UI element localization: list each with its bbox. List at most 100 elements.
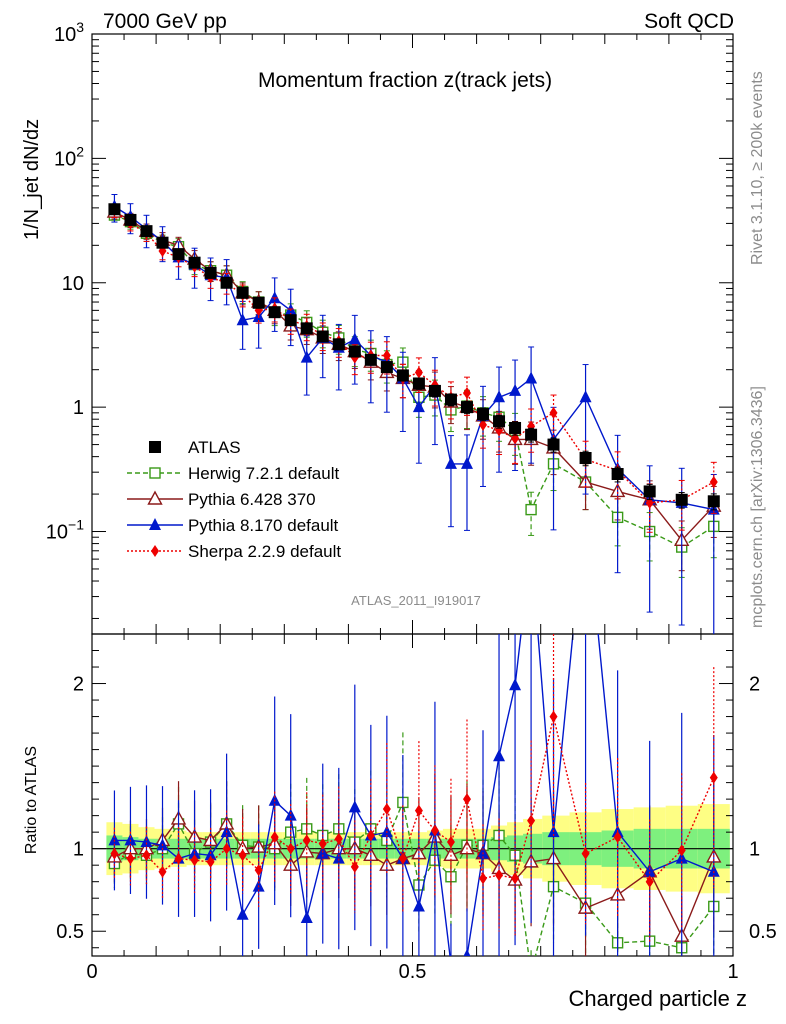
ratio-y-tick-label: 1 <box>73 839 84 861</box>
ratio-point-sherpa <box>302 834 311 847</box>
ratio-point-sherpa <box>479 872 488 885</box>
point-data <box>611 468 624 481</box>
x-tick-label: 0 <box>86 961 97 983</box>
point-data <box>380 361 393 374</box>
point-data <box>579 452 592 465</box>
y-tick-label: 102 <box>54 143 84 170</box>
point-pythia8 <box>348 332 361 345</box>
point-pythia8 <box>493 390 506 403</box>
ratio-point-pythia8 <box>643 864 656 877</box>
ratio-point-pythia8 <box>509 678 522 691</box>
point-data <box>172 248 185 261</box>
ratio-point-pythia8 <box>284 808 297 821</box>
ratio-point-sherpa <box>398 852 407 865</box>
point-pythia8 <box>412 400 425 413</box>
ratio-point-pythia8 <box>412 899 425 912</box>
ratio-point-sherpa <box>334 832 343 845</box>
legend-entry-pythia8: Pythia 8.170 default <box>127 516 339 535</box>
ratio-point-sherpa <box>511 872 520 885</box>
x-tick-label: 0.5 <box>399 961 427 983</box>
point-data <box>643 485 656 498</box>
y-tick-label: 10−1 <box>46 517 84 544</box>
point-data <box>525 428 538 441</box>
point-sherpa <box>414 366 423 379</box>
legend-label-pythia6: Pythia 6.428 370 <box>188 490 316 509</box>
point-pythia8 <box>460 456 473 469</box>
main-series <box>106 193 722 634</box>
ratio-point-pythia8 <box>236 907 249 920</box>
ratio-point-pythia8 <box>140 835 153 848</box>
ratio-point-sherpa <box>142 849 151 862</box>
ratio-point-sherpa <box>382 803 391 816</box>
ratio-point-sherpa <box>110 847 119 860</box>
series-sherpa <box>110 204 718 533</box>
ratio-frame <box>91 633 734 957</box>
legend-label-sherpa: Sherpa 2.2.9 default <box>188 542 341 561</box>
x-axis-label: Charged particle z <box>568 986 747 1011</box>
ratio-point-sherpa <box>366 829 375 842</box>
legend-marker-herwig <box>149 467 161 479</box>
y-tick-label: 10 <box>62 273 84 295</box>
ratio-point-sherpa <box>174 852 183 865</box>
series-layer <box>106 193 722 969</box>
ratio-point-sherpa <box>206 855 215 868</box>
ratio-point-pythia8 <box>348 800 361 813</box>
ratio-point-sherpa <box>158 865 167 878</box>
ratio-point-sherpa <box>549 710 558 723</box>
point-data <box>220 276 233 289</box>
point-data <box>493 415 506 428</box>
ratio-y-axis-label: Ratio to ATLAS <box>23 746 40 854</box>
ratio-point-sherpa <box>677 844 686 857</box>
legend-label-pythia8: Pythia 8.170 default <box>188 516 339 535</box>
legend-entry-sherpa: Sherpa 2.2.9 default <box>127 542 341 561</box>
point-data <box>412 377 425 390</box>
plot-title: Momentum fraction z(track jets) <box>258 69 552 92</box>
ratio-point-sherpa <box>581 847 590 860</box>
ratio-point-sherpa <box>190 854 199 867</box>
point-data <box>460 401 473 414</box>
main-panel: Momentum fraction z(track jets) ATLAS_20… <box>21 33 734 635</box>
ratio-point-pythia8 <box>445 957 457 969</box>
ratio-y-tick-label: 2 <box>73 674 84 696</box>
x-tick-label: 1 <box>727 961 738 983</box>
point-sherpa <box>709 476 718 489</box>
ratio-point-sherpa <box>238 849 247 862</box>
ratio-point-pythia8 <box>300 911 313 924</box>
legend-label-herwig: Herwig 7.2.1 default <box>188 464 339 483</box>
header-right: Soft QCD <box>644 10 734 33</box>
ratio-point-sherpa <box>709 771 718 784</box>
y-tick-label: 1 <box>73 397 84 419</box>
point-pythia8 <box>579 390 592 403</box>
mcplots-label: mcplots.cern.ch [arXiv:1306.3436] <box>749 386 766 628</box>
ratio-point-sherpa <box>350 860 359 873</box>
point-pythia8 <box>300 350 313 363</box>
point-pythia8 <box>268 291 281 304</box>
ratio-point-pythia8 <box>204 848 217 861</box>
point-data <box>477 408 490 421</box>
point-pythia8 <box>525 371 538 384</box>
header-left: 7000 GeV pp <box>103 10 227 33</box>
y-tick-label: 103 <box>54 19 84 46</box>
ratio-point-sherpa <box>613 831 622 844</box>
series-data <box>108 203 720 511</box>
ratio-point-pythia8 <box>108 833 121 846</box>
ratio-point-sherpa <box>222 842 231 855</box>
ratio-y-tick-label: 0.5 <box>56 921 84 943</box>
point-pythia8 <box>509 383 522 396</box>
point-data <box>428 384 441 397</box>
point-data <box>252 296 265 309</box>
ratio-point-pythia8 <box>463 949 471 956</box>
ratio-point-sherpa <box>126 852 135 865</box>
point-data <box>108 203 121 216</box>
point-data <box>396 369 409 382</box>
point-pythia8 <box>444 456 457 469</box>
point-sherpa <box>462 386 471 399</box>
ratio-y-tick-label-right: 2 <box>749 674 760 696</box>
point-herwig <box>525 503 537 516</box>
ratio-point-pythia8 <box>124 833 137 846</box>
ratio-point-sherpa <box>462 793 471 806</box>
point-data <box>268 306 281 319</box>
point-data <box>188 256 201 269</box>
legend-entry-herwig: Herwig 7.2.1 default <box>127 464 339 483</box>
point-data <box>707 495 720 508</box>
